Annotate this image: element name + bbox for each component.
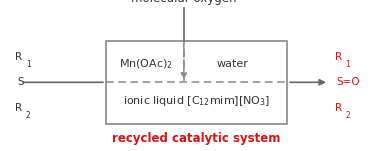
Text: 1: 1 <box>26 60 31 69</box>
Text: water: water <box>217 59 249 69</box>
Text: R: R <box>335 52 342 62</box>
Text: S: S <box>17 77 24 87</box>
Text: ionic liquid [C$_{12}$mim][NO$_3$]: ionic liquid [C$_{12}$mim][NO$_3$] <box>123 94 270 108</box>
Text: 2: 2 <box>26 111 31 120</box>
Text: molecular oxygen: molecular oxygen <box>131 0 237 5</box>
Text: 2: 2 <box>345 111 350 120</box>
Bar <box>106 41 287 124</box>
Text: 1: 1 <box>345 60 350 69</box>
Text: R: R <box>335 103 342 113</box>
Text: R: R <box>15 103 22 113</box>
Text: R: R <box>15 52 22 62</box>
Text: Mn(OAc)$_2$: Mn(OAc)$_2$ <box>119 57 173 71</box>
Text: recycled catalytic system: recycled catalytic system <box>112 132 281 145</box>
Text: S=O: S=O <box>337 77 360 87</box>
